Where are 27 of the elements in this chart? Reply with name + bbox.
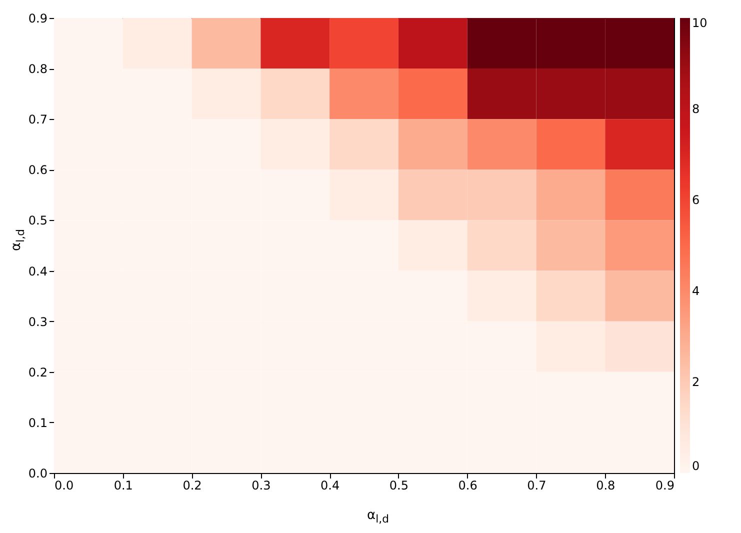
x-tick-label: 0.2 bbox=[182, 478, 202, 492]
x-tick-label: 0.9 bbox=[655, 478, 674, 492]
y-tick-label: 0.4 bbox=[28, 264, 48, 278]
y-tick-label: 0.8 bbox=[28, 62, 48, 76]
y-tick-label: 0.3 bbox=[28, 314, 48, 329]
y-tick-label: 0.7 bbox=[28, 112, 48, 127]
y-tick-label: 0.9 bbox=[28, 12, 48, 26]
color-bar-label: 2 bbox=[692, 375, 700, 389]
color-bar-label: 6 bbox=[692, 193, 700, 207]
y-tick-label: 0.2 bbox=[28, 365, 48, 380]
color-bar-label: 8 bbox=[692, 102, 700, 116]
x-tick-label: 0.4 bbox=[320, 478, 340, 492]
color-bar-label: 10 bbox=[692, 16, 708, 30]
x-tick-label: 0.6 bbox=[458, 478, 478, 492]
color-bar-label: 4 bbox=[692, 284, 700, 298]
y-tick-label: 0.5 bbox=[28, 214, 48, 228]
x-tick-label: 0.7 bbox=[527, 478, 546, 492]
x-tick-label: 0.3 bbox=[252, 478, 271, 492]
y-tick-label: 0.1 bbox=[28, 416, 48, 430]
y-tick-label: 0.6 bbox=[28, 163, 48, 178]
x-tick-label: 0.0 bbox=[54, 478, 74, 492]
x-axis-title: α$_{l,d}$ bbox=[367, 508, 389, 526]
color-bar-label: 0 bbox=[692, 459, 700, 473]
x-tick-label: 0.5 bbox=[389, 478, 408, 492]
x-tick-label: 0.1 bbox=[114, 478, 133, 492]
x-tick-label: 0.8 bbox=[596, 478, 616, 492]
y-tick-label: 0.0 bbox=[28, 466, 48, 480]
